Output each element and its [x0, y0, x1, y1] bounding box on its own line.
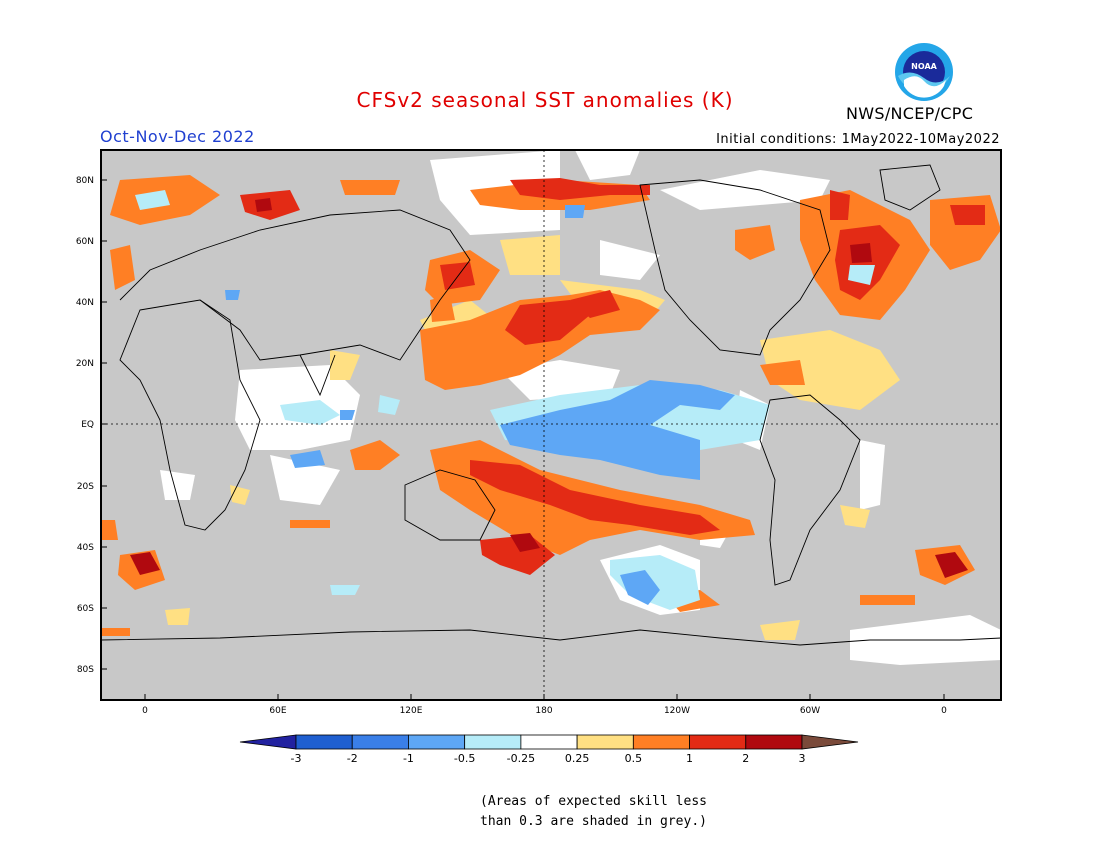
lat-label: 20S: [77, 482, 94, 492]
lon-label: 180: [535, 706, 552, 716]
footnote-line-1: (Areas of expected skill less: [480, 794, 707, 809]
lon-label: 0: [142, 706, 148, 716]
colorbar-tick-label: 0.25: [565, 752, 590, 765]
lat-label: 80N: [76, 176, 94, 186]
colorbar-tick-label: 1: [686, 752, 693, 765]
colorbar-box: [632, 734, 690, 750]
lat-label: EQ: [81, 420, 94, 430]
logo-text: NOAA: [911, 62, 937, 71]
colorbar-box: [464, 734, 522, 750]
lat-label: 20N: [76, 359, 94, 369]
lat-label: 80S: [77, 665, 94, 675]
colorbar-max-arrow: [801, 734, 859, 750]
lat-label: 60N: [76, 237, 94, 247]
colorbar-box: [689, 734, 747, 750]
colorbar-tick-label: 2: [742, 752, 749, 765]
map-title: CFSv2 seasonal SST anomalies (K): [356, 88, 734, 112]
colorbar-box: [520, 734, 578, 750]
lat-label: 40S: [77, 543, 94, 553]
longitude-axis: 0 60E 120E 180 120W 60W 0: [142, 694, 947, 716]
lat-label: 40N: [76, 298, 94, 308]
colorbar: -3 -2 -1 -0.5 -0.25 0.25 0.5 1 2 3: [239, 734, 859, 765]
colorbar-box: [408, 734, 466, 750]
colorbar-tick-label: -0.5: [454, 752, 475, 765]
noaa-logo: NOAA: [895, 43, 953, 101]
lon-label: 60E: [269, 706, 286, 716]
red-areas: [240, 178, 985, 575]
map-frame: [100, 149, 1002, 701]
lon-label: 0: [941, 706, 947, 716]
footnote-line-2: than 0.3 are shaded in grey.): [480, 814, 707, 829]
colorbar-box: [351, 734, 409, 750]
colorbar-tick-label: -2: [347, 752, 358, 765]
colorbar-box: [745, 734, 803, 750]
lon-label: 120E: [400, 706, 423, 716]
latitude-axis: 80N 60N 40N 20N EQ 20S 40S 60S 80S: [76, 176, 107, 675]
coastlines: [101, 164, 1001, 646]
footnote: (Areas of expected skill less than 0.3 a…: [480, 792, 740, 832]
colorbar-tick-label: -0.25: [507, 752, 535, 765]
colorbar-tick-label: -3: [291, 752, 302, 765]
initial-conditions: Initial conditions: 1May2022-10May2022: [716, 132, 1000, 147]
light-blue-areas: [225, 205, 735, 605]
agency-label: NWS/NCEP/CPC: [846, 104, 974, 123]
graticule: [101, 150, 1001, 700]
dark-red-areas: [130, 198, 968, 578]
colorbar-box: [295, 734, 353, 750]
anomaly-patches: [101, 150, 1001, 665]
lon-label: 120W: [664, 706, 690, 716]
forecast-period: Oct-Nov-Dec 2022: [100, 127, 255, 146]
lon-label: 60W: [800, 706, 820, 716]
colorbar-tick-label: -1: [403, 752, 414, 765]
colorbar-box: [576, 734, 634, 750]
colorbar-tick-label: 0.5: [625, 752, 643, 765]
lat-label: 60S: [77, 604, 94, 614]
colorbar-min-arrow: [239, 734, 297, 750]
colorbar-tick-label: 3: [799, 752, 806, 765]
